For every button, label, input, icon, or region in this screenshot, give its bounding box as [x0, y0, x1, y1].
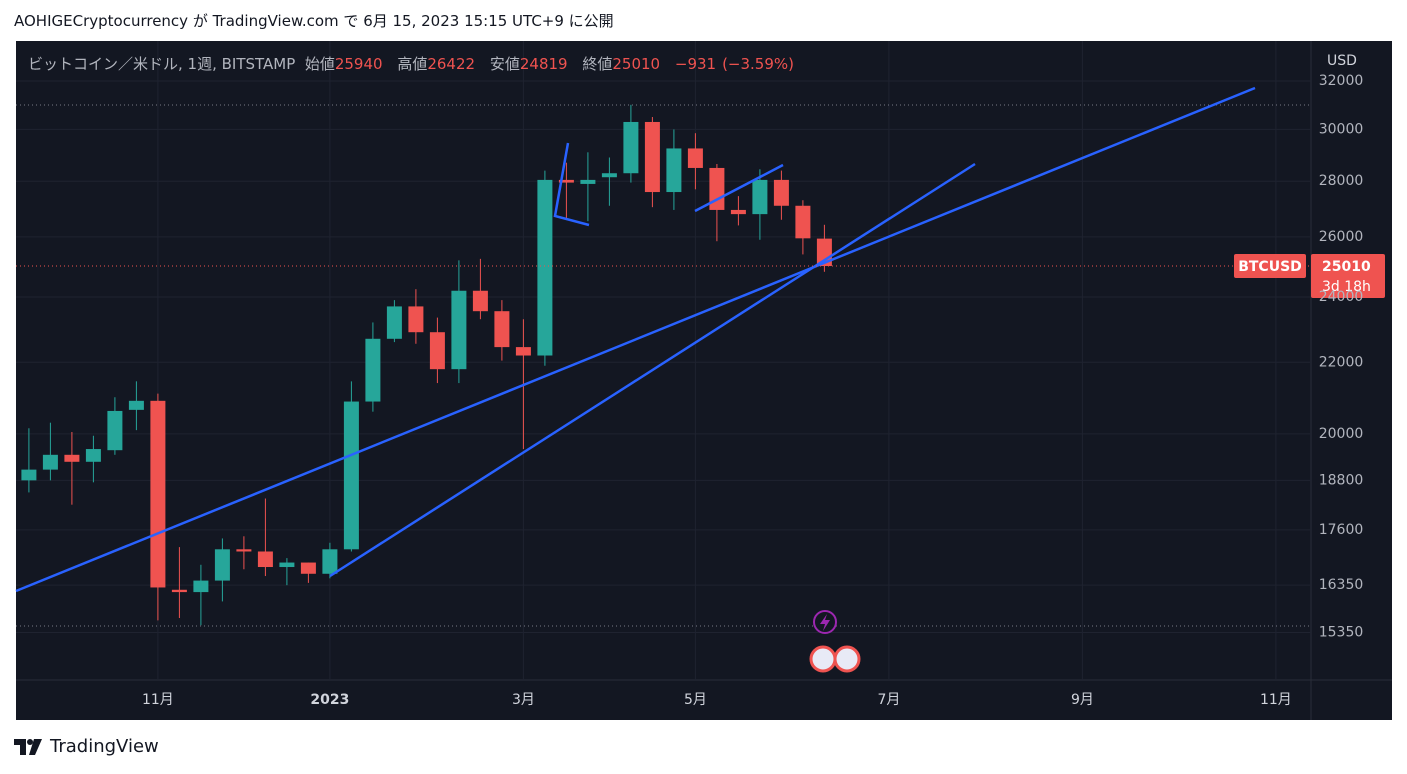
legend-label: 始値 [304, 55, 335, 73]
candle-body [773, 179, 789, 206]
candle-body [623, 121, 639, 174]
candle-body [580, 179, 596, 184]
candle-body [193, 580, 209, 593]
candle-body [300, 562, 316, 574]
y-tick-label: 16350 [1319, 577, 1364, 593]
candle-body [795, 205, 811, 239]
x-tick-label: 11月 [142, 692, 174, 708]
legend-label: 終値 [582, 55, 613, 73]
y-tick-label: 20000 [1319, 426, 1364, 442]
candle-body [451, 290, 467, 370]
candle-body [644, 121, 660, 193]
legend-value: 25940 [334, 55, 383, 73]
candle-body [236, 549, 252, 552]
legend-label: 安値 [489, 55, 520, 73]
candle-body [85, 449, 101, 462]
x-tick-label: 9月 [1071, 692, 1094, 708]
lightning [820, 614, 830, 631]
trend-line [329, 162, 976, 578]
candle-body [279, 562, 295, 568]
candle-body [322, 549, 338, 574]
symbol-tag [1234, 254, 1306, 279]
candle-body [730, 209, 746, 215]
candle-body [365, 338, 381, 402]
legend-label: 高値 [397, 55, 428, 73]
candle-body [128, 400, 144, 410]
candle-body [709, 167, 725, 210]
candle-body [515, 347, 531, 356]
candle-body [752, 179, 768, 215]
trend-lines [15, 86, 1256, 593]
y-tick-label: 26000 [1319, 229, 1364, 245]
header: AOHIGECryptocurrency が TradingView.com で… [14, 12, 614, 30]
event-icon[interactable] [833, 645, 861, 673]
candle-body [21, 469, 37, 481]
candle-body [107, 410, 123, 451]
legend-value: 26422 [427, 55, 476, 73]
candle-body [343, 401, 359, 550]
candle-body [171, 589, 187, 593]
footer: TradingView [14, 736, 159, 757]
candle-body [214, 549, 230, 581]
y-tick-label: 24000 [1319, 289, 1364, 305]
y-tick-label: 32000 [1319, 73, 1364, 89]
y-tick-label: 18800 [1319, 472, 1364, 488]
candle-body [386, 306, 402, 339]
legend-value: 25010 [612, 55, 661, 73]
candle-body [537, 179, 553, 356]
candle-body [666, 148, 682, 193]
legend-change: −931 [674, 55, 717, 73]
candle-body [687, 148, 703, 168]
legend-title: ビットコイン／米ドル, 1週, BITSTAMP [28, 55, 296, 73]
trend-line [15, 86, 1256, 593]
y-tick-label: 22000 [1319, 354, 1364, 370]
brand: TradingView [50, 736, 159, 757]
trend-line [694, 163, 784, 213]
chart-background [16, 41, 1392, 720]
candle-body [558, 179, 574, 183]
candle-body [42, 454, 58, 470]
symbol-tag-text: BTCUSD [1238, 259, 1302, 275]
legend-change-pct: (−3.59%) [722, 55, 795, 73]
x-tick-label: 11月 [1260, 692, 1292, 708]
candle-body [408, 306, 424, 333]
event-icon[interactable] [809, 645, 837, 673]
countdown: 3d 18h [1322, 279, 1371, 295]
candle-body [64, 454, 80, 462]
logo [14, 738, 42, 755]
y-tick-label: 30000 [1319, 121, 1364, 137]
legend-value: 24819 [519, 55, 568, 73]
currency-label: USD [1327, 53, 1357, 69]
candle-body [494, 311, 510, 348]
event-icons [809, 610, 861, 673]
candle-body [472, 290, 488, 312]
x-tick-label: 2023 [310, 692, 349, 708]
y-tick-label: 15350 [1319, 625, 1364, 641]
y-tick-label: 17600 [1319, 522, 1364, 538]
x-tick-label: 5月 [684, 692, 707, 708]
candle-body [601, 173, 617, 178]
price-tag [1311, 254, 1385, 299]
candle-body [150, 400, 166, 588]
x-tick-label: 3月 [512, 692, 535, 708]
x-tick-label: 7月 [877, 692, 900, 708]
trend-line [553, 142, 590, 227]
y-tick-label: 28000 [1319, 173, 1364, 189]
legend: ビットコイン／米ドル, 1週, BITSTAMP 始値25940 高値26422… [28, 53, 804, 74]
candle-body [257, 551, 273, 568]
candle-body [429, 332, 445, 370]
price-tag-value: 25010 [1322, 259, 1371, 275]
